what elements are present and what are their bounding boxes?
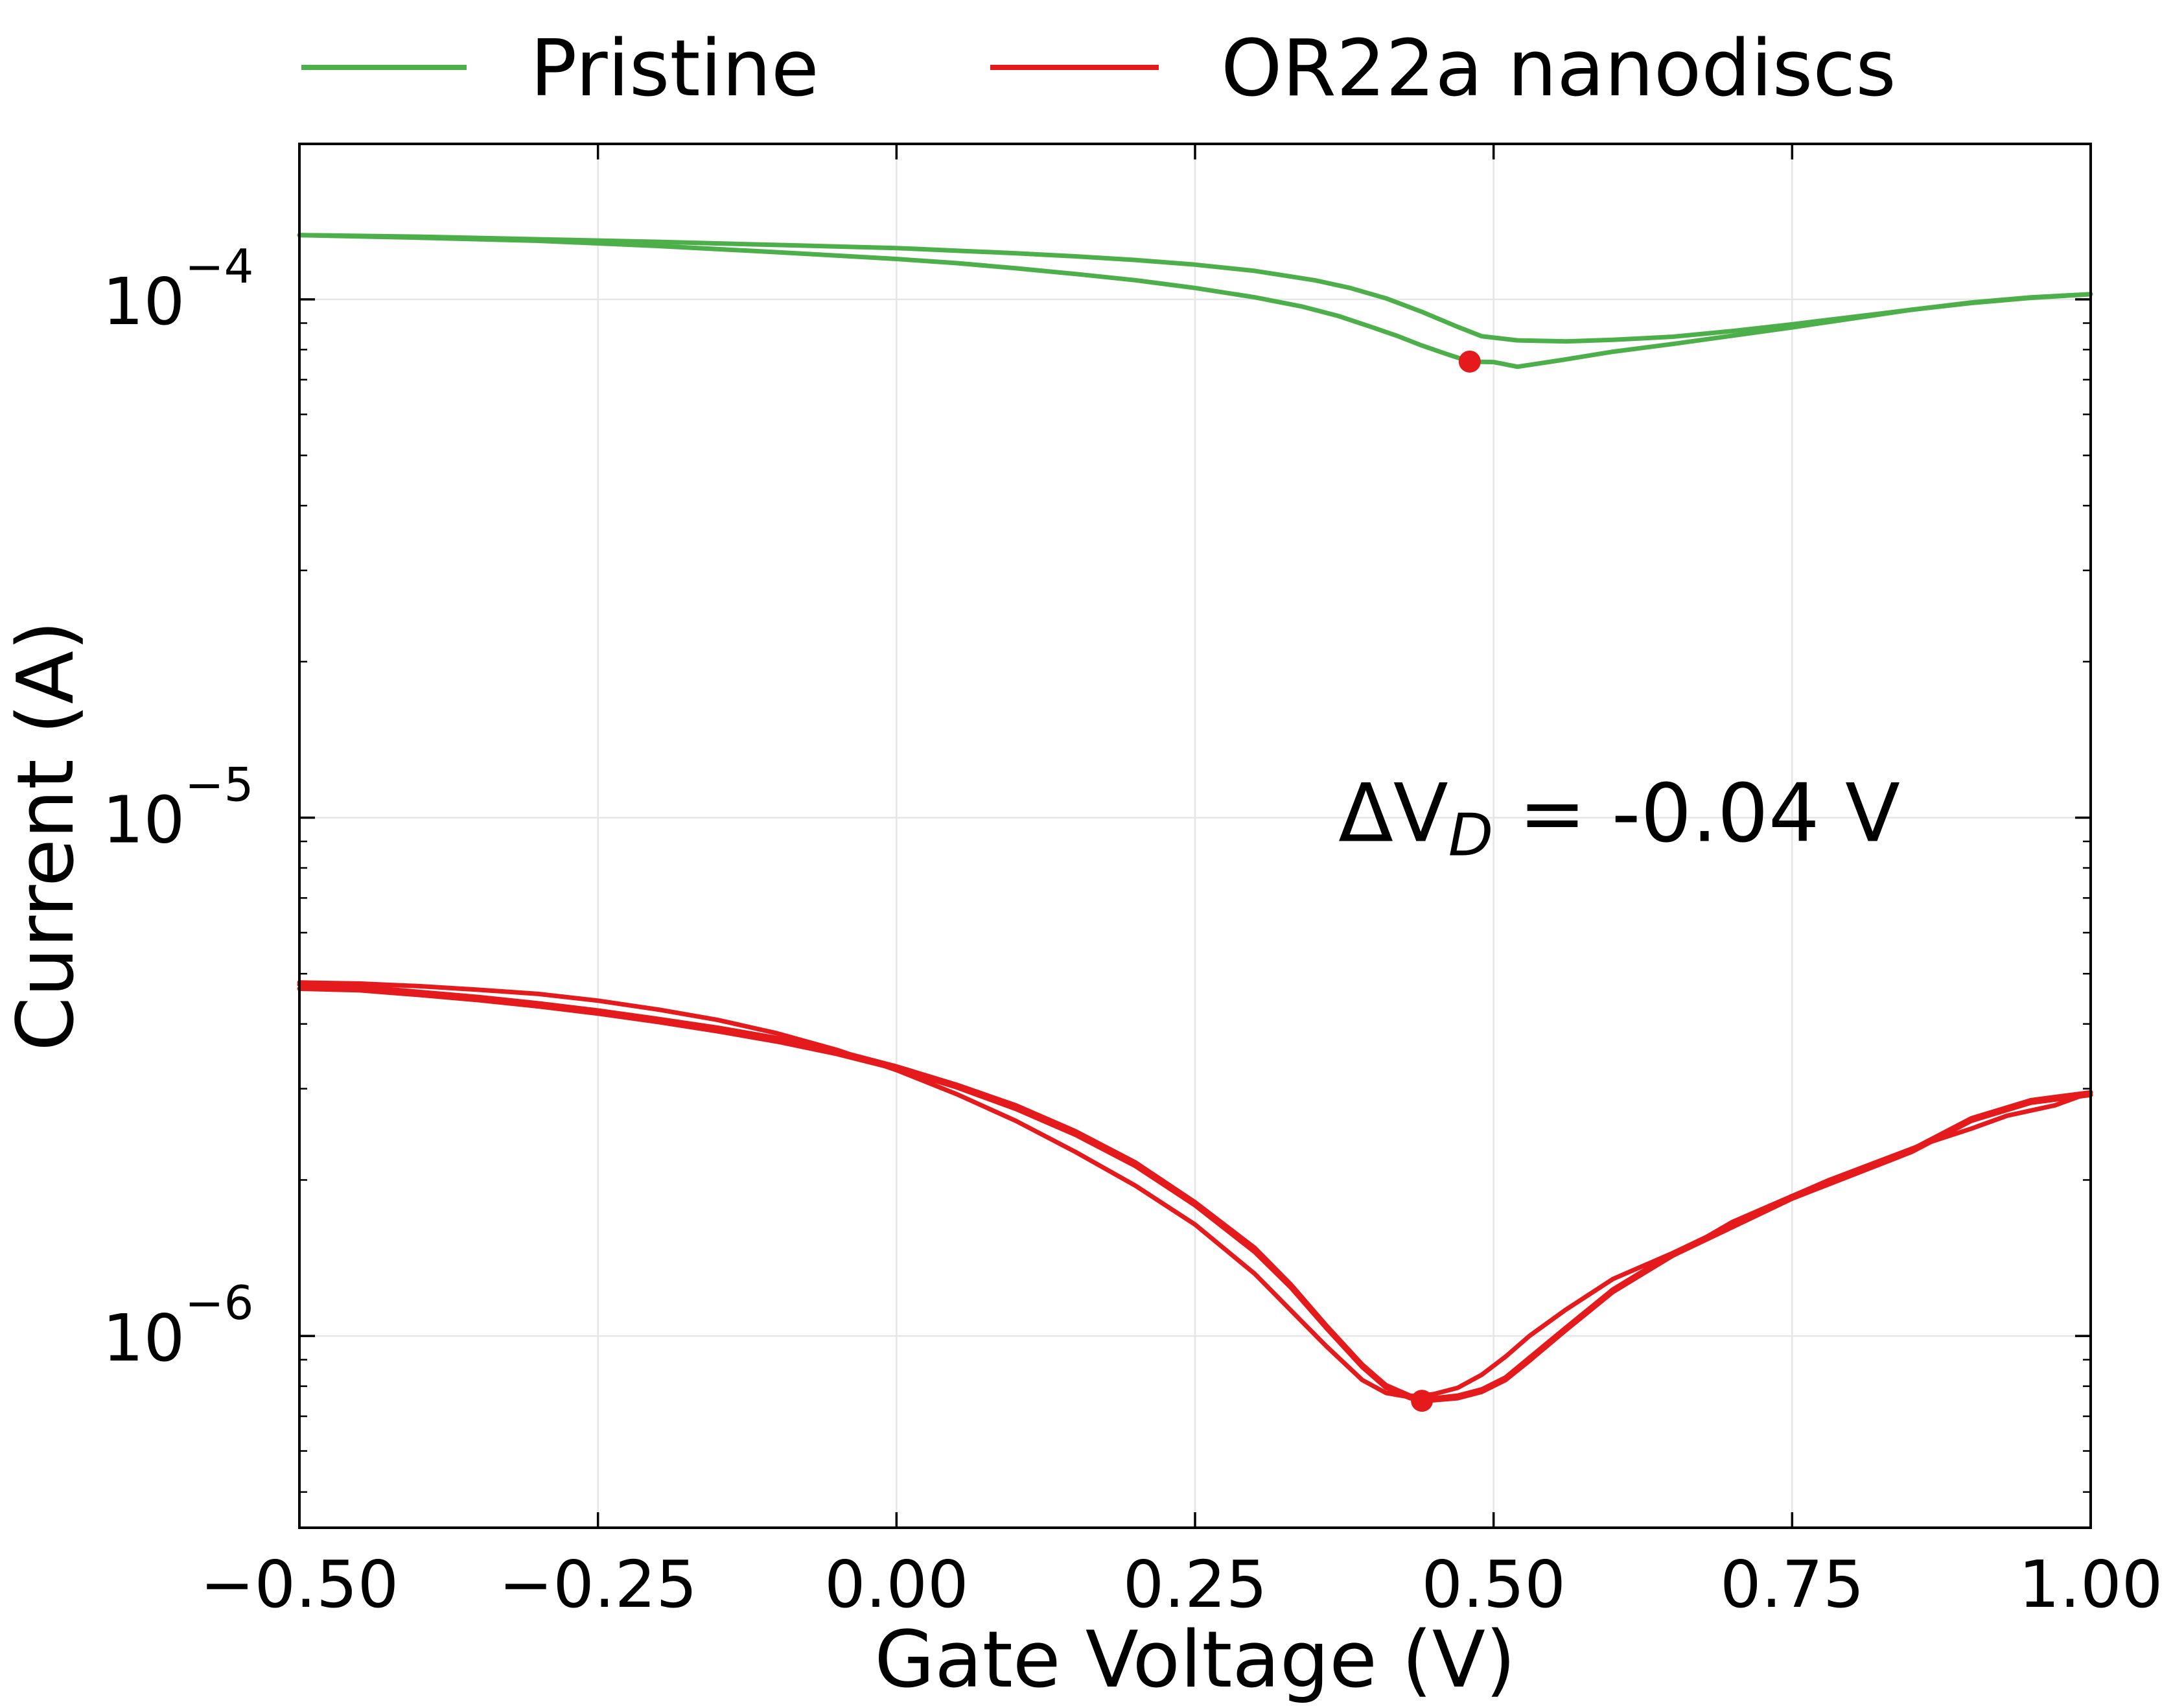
series-line-0-sweep-1 <box>297 233 2093 369</box>
x-tick-label: 0.25 <box>1123 1547 1268 1622</box>
annotation-suffix: = -0.04 V <box>1493 767 1900 861</box>
tick-labels: −0.50 −0.25 0.00 0.25 0.50 0.75 1.0010−410−510… <box>102 239 2163 1622</box>
y-tick-exponent: −4 <box>185 239 253 294</box>
y-tick-exponent: −6 <box>185 1276 253 1330</box>
y-tick-label: 10−5 <box>102 758 253 858</box>
annotation-prefix: ΔV <box>1338 767 1448 861</box>
legend-label-or22a: OR22a nanodiscs <box>1221 24 1896 114</box>
y-axis-label: Current (A) <box>1 620 91 1051</box>
series-line-1-sweep-1 <box>297 980 2093 1399</box>
y-tick-base: 10 <box>102 782 185 858</box>
series-line-1-sweep-2 <box>297 986 2093 1403</box>
x-tick-label: 0.00 <box>824 1547 969 1622</box>
dirac-point-markers <box>1411 350 1481 1412</box>
y-tick-label: 10−4 <box>102 239 253 340</box>
x-tick-label: −0.50 <box>200 1547 399 1622</box>
axis-ticks <box>298 144 2092 1528</box>
dirac-point-marker-0 <box>1458 350 1481 373</box>
legend: Pristine OR22a nanodiscs <box>301 24 1896 114</box>
y-tick-exponent: −5 <box>185 758 253 812</box>
annotation-subscript: D <box>1448 802 1493 870</box>
x-tick-label: 0.75 <box>1720 1547 1865 1622</box>
series-line-0-sweep-0 <box>297 233 2093 344</box>
x-tick-label: 1.00 <box>2019 1547 2163 1622</box>
delta-vd-annotation: ΔVD = -0.04 V <box>1338 767 1900 870</box>
x-tick-label: 0.50 <box>1421 1547 1566 1622</box>
x-tick-label: −0.25 <box>498 1547 697 1622</box>
legend-label-pristine: Pristine <box>530 24 819 114</box>
y-tick-label: 10−6 <box>102 1276 253 1376</box>
data-curves <box>297 233 2093 1403</box>
y-tick-base: 10 <box>102 264 185 340</box>
dirac-point-marker-1 <box>1411 1390 1434 1412</box>
y-tick-base: 10 <box>102 1300 185 1376</box>
x-axis-label: Gate Voltage (V) <box>874 1615 1516 1705</box>
